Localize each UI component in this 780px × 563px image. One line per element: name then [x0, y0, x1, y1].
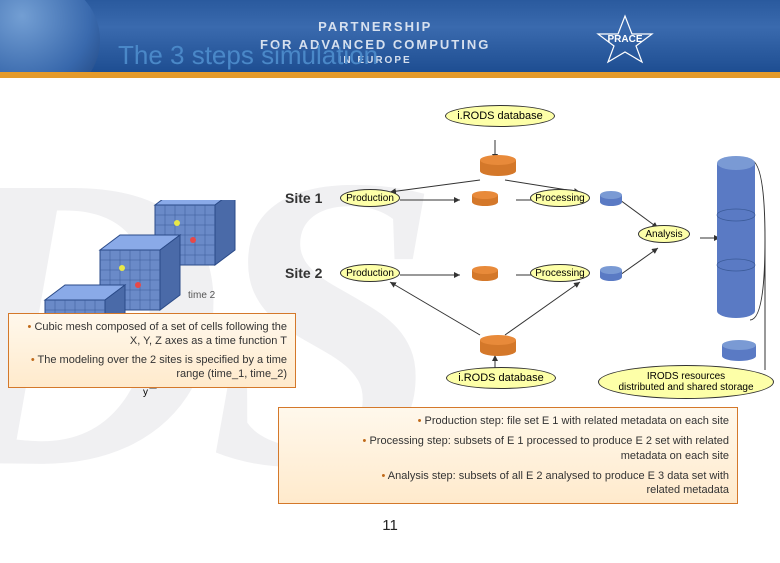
irods-db-top-oval: i.RODS database	[445, 105, 555, 127]
site1-processing-oval: Processing	[530, 189, 590, 207]
tall-blue-cylinder	[715, 155, 757, 325]
steps-description-box: • Production step: file set E 1 with rel…	[278, 407, 738, 504]
site2-production-oval: Production	[340, 264, 400, 282]
irods-resources-oval: IRODS resources distributed and shared s…	[598, 365, 774, 399]
site2-blue-cylinder	[598, 266, 624, 287]
mesh-description-box: • Cubic mesh composed of a set of cells …	[8, 313, 296, 388]
page-title: The 3 steps simulation	[118, 40, 378, 71]
header-banner: Partnership for Advanced Computing in Eu…	[0, 0, 780, 78]
db-cylinder-top	[478, 155, 518, 182]
bottom-blue-cylinder	[720, 340, 758, 367]
site2-label: Site 2	[285, 265, 322, 281]
irods-db-bottom-oval: i.RODS database	[446, 367, 556, 389]
site1-mid-cylinder	[470, 191, 500, 212]
workflow-arrows	[280, 100, 770, 400]
content-area: time 2 time_1 x z y	[0, 85, 780, 540]
svg-text:time 2: time 2	[188, 290, 216, 301]
db-cylinder-bottom	[478, 335, 518, 362]
prace-star-logo: PRACE	[580, 14, 670, 64]
site1-label: Site 1	[285, 190, 322, 206]
analysis-oval: Analysis	[638, 225, 690, 243]
svg-text:PRACE: PRACE	[607, 34, 642, 45]
globe-decoration	[0, 0, 100, 78]
site2-processing-oval: Processing	[530, 264, 590, 282]
svg-text:y: y	[143, 387, 148, 398]
site1-production-oval: Production	[340, 189, 400, 207]
site2-mid-cylinder	[470, 266, 500, 287]
site1-blue-cylinder	[598, 191, 624, 212]
